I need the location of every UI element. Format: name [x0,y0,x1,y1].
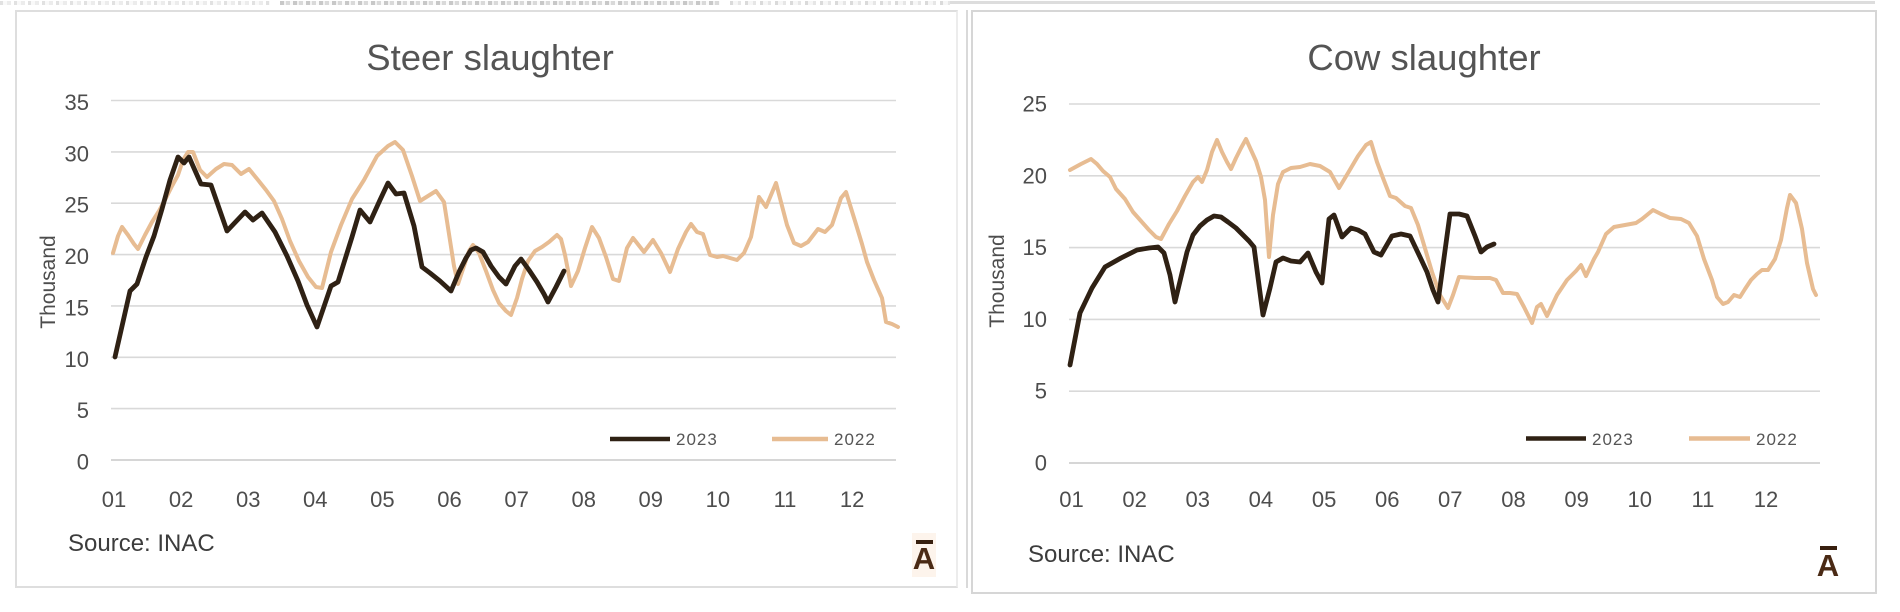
svg-text:10: 10 [1023,307,1047,332]
svg-text:10: 10 [1628,487,1652,512]
svg-text:0: 0 [1035,451,1047,476]
svg-text:0: 0 [77,450,89,475]
svg-text:04: 04 [1249,487,1273,512]
svg-text:20: 20 [65,244,89,269]
svg-text:06: 06 [437,487,461,512]
svg-text:30: 30 [65,141,89,166]
svg-text:02: 02 [169,487,193,512]
svg-text:08: 08 [571,487,595,512]
svg-text:03: 03 [236,487,260,512]
svg-text:25: 25 [1023,92,1047,117]
svg-text:10: 10 [706,487,730,512]
svg-text:5: 5 [1035,379,1047,404]
svg-text:12: 12 [840,487,864,512]
svg-text:Cow slaughter: Cow slaughter [1307,37,1540,78]
svg-text:2022: 2022 [1756,430,1798,449]
svg-text:09: 09 [1564,487,1588,512]
svg-text:05: 05 [370,487,394,512]
svg-text:05: 05 [1312,487,1336,512]
svg-text:06: 06 [1375,487,1399,512]
svg-text:15: 15 [1023,235,1047,260]
svg-text:A: A [1817,548,1839,583]
svg-text:2022: 2022 [834,430,876,449]
svg-text:11: 11 [774,487,797,512]
svg-text:Thousand: Thousand [986,234,1009,327]
svg-text:01: 01 [1059,487,1083,512]
svg-text:Steer slaughter: Steer slaughter [366,37,614,78]
svg-text:10: 10 [65,347,89,372]
svg-text:04: 04 [303,487,327,512]
svg-text:Source: INAC: Source: INAC [1028,541,1175,568]
svg-text:25: 25 [65,193,89,218]
svg-text:35: 35 [65,90,89,115]
svg-text:15: 15 [65,295,89,320]
svg-text:Source: INAC: Source: INAC [68,530,215,557]
svg-text:07: 07 [1438,487,1462,512]
svg-text:A: A [913,541,935,576]
svg-text:01: 01 [102,487,126,512]
svg-text:09: 09 [639,487,663,512]
svg-text:Thousand: Thousand [37,235,60,328]
svg-text:08: 08 [1501,487,1525,512]
svg-text:11: 11 [1691,487,1714,512]
svg-text:5: 5 [77,398,89,423]
svg-text:03: 03 [1186,487,1210,512]
svg-text:20: 20 [1023,163,1047,188]
svg-text:12: 12 [1754,487,1778,512]
svg-text:07: 07 [504,487,528,512]
svg-text:02: 02 [1122,487,1146,512]
svg-text:2023: 2023 [676,430,718,449]
svg-text:2023: 2023 [1592,430,1634,449]
